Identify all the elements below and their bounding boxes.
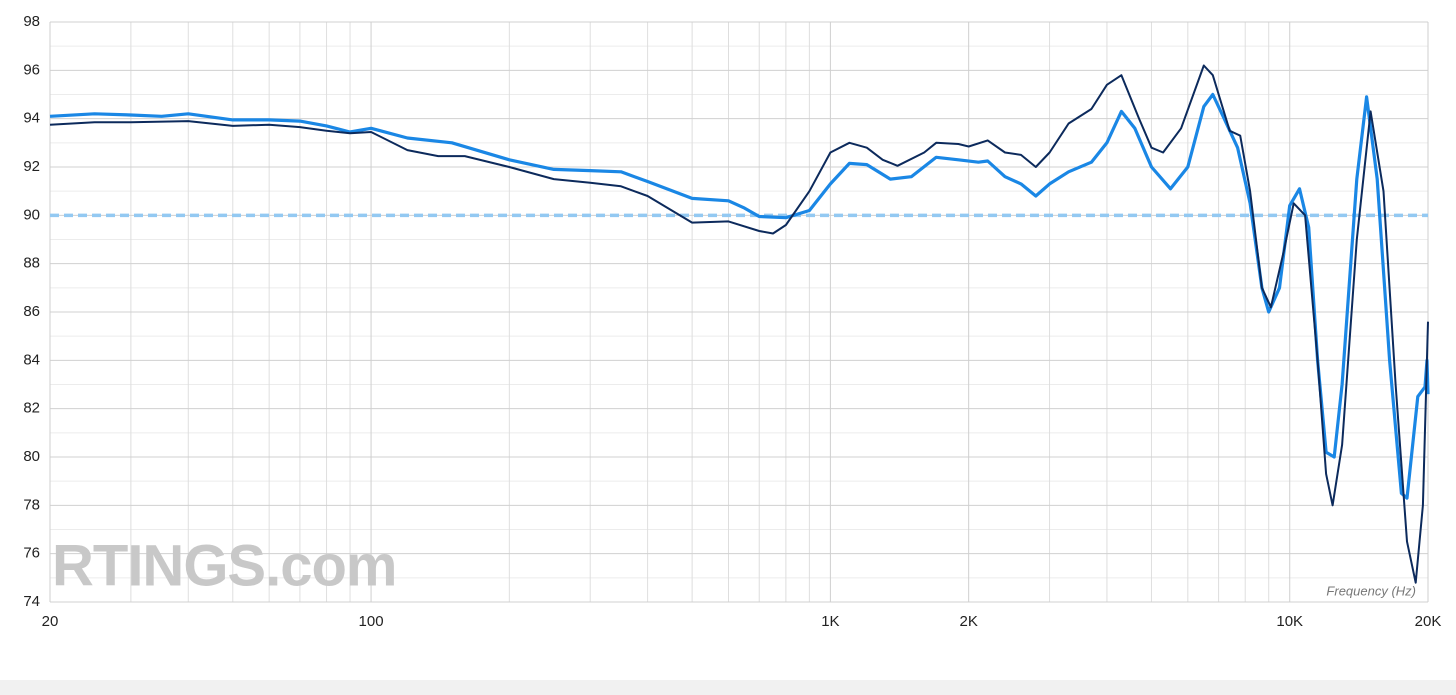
x-tick-label: 2K — [959, 613, 977, 630]
watermark: RTINGS.com — [52, 533, 397, 598]
y-tick-label: 84 — [23, 351, 40, 368]
y-tick-label: 94 — [23, 110, 40, 127]
y-tick-label: 80 — [23, 448, 40, 465]
y-tick-label: 90 — [23, 206, 40, 223]
y-tick-label: 86 — [23, 303, 40, 320]
y-tick-label: 96 — [23, 61, 40, 78]
x-tick-label: 20 — [42, 613, 59, 630]
y-tick-label: 92 — [23, 158, 40, 175]
x-tick-label: 1K — [821, 613, 839, 630]
y-tick-label: 76 — [23, 545, 40, 562]
chart: RTINGS.com Frequency (Hz) 74 76 78 80 82 84 86… — [23, 13, 1442, 630]
y-tick-label: 88 — [23, 255, 40, 272]
x-tick-label: 10K — [1276, 613, 1303, 630]
y-tick-label: 78 — [23, 496, 40, 513]
y-tick-label: 82 — [23, 400, 40, 417]
frequency-response-line — [49, 92, 1430, 500]
x-axis-label: Frequency (Hz) — [1326, 583, 1416, 598]
y-tick-label: 74 — [23, 593, 40, 610]
footer-bar — [0, 680, 1456, 695]
x-tick-label: 100 — [359, 613, 384, 630]
frequency-response-line — [49, 64, 1429, 584]
x-tick-label: 20K — [1415, 613, 1442, 630]
y-tick-label: 98 — [23, 13, 40, 30]
